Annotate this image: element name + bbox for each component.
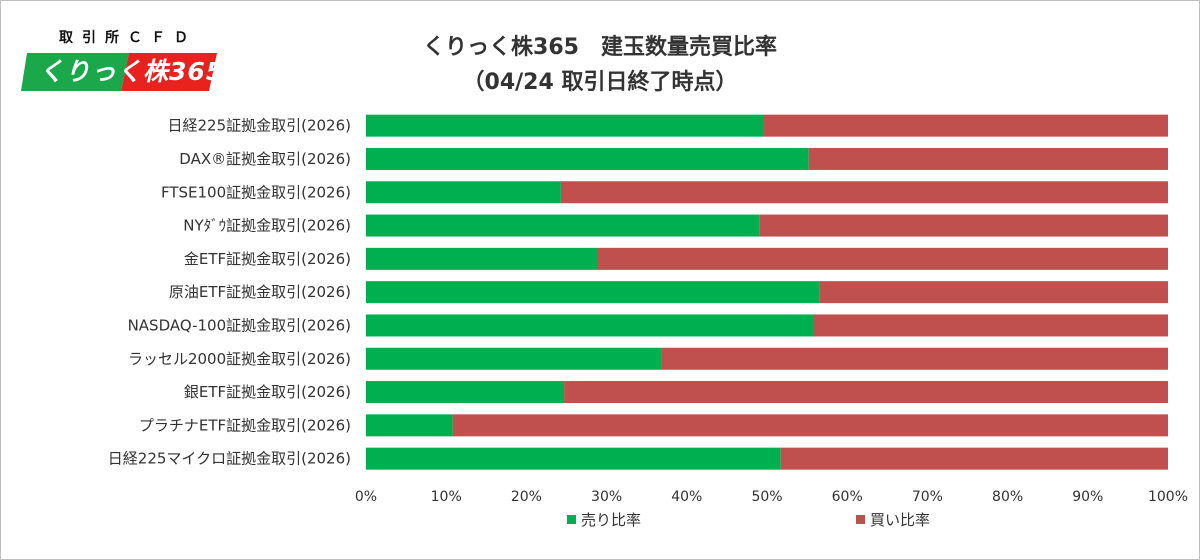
x-tick-label: 20%: [511, 489, 542, 505]
category-label: NASDAQ-100証拠金取引(2026): [128, 316, 351, 334]
bar-segment-buy: [560, 181, 1168, 204]
category-label: プラチナETF証拠金取引(2026): [139, 416, 351, 434]
category-label: 銀ETF証拠金取引(2026): [184, 383, 351, 401]
x-tick-label: 50%: [751, 489, 782, 505]
logo-wordmark: くりっく株365: [39, 52, 224, 88]
value-axis-ticks: 0% 10% 20% 30% 40% 50% 60% 70% 80% 90% 100%: [355, 489, 1188, 505]
bar-segment-sell: [366, 114, 763, 137]
bar-segment-sell: [366, 247, 597, 270]
chart-subtitle: （04/24 取引日終了時点）: [462, 70, 738, 95]
click-kabu-365-logo: 取引所ＣＦＤ くりっく株365: [21, 21, 224, 101]
x-tick-label: 0%: [355, 489, 377, 505]
category-axis-labels: 日経225証拠金取引(2026) DAX®証拠金取引(2026) FTSE100証拠…: [108, 117, 351, 468]
category-label: DAX®証拠金取引(2026): [179, 150, 351, 168]
x-tick-label: 10%: [431, 489, 462, 505]
bar-segment-buy: [759, 214, 1168, 237]
category-label: NYﾀﾞｳ証拠金取引(2026): [183, 217, 351, 235]
legend: 売り比率 買い比率: [567, 511, 930, 529]
bar-segment-sell: [366, 381, 565, 404]
bar-segment-sell: [366, 447, 781, 470]
bar-segment-sell: [366, 214, 760, 237]
logo-kana: くりっく: [39, 57, 144, 86]
bar-segment-sell: [366, 347, 662, 370]
logo-caption: 取引所ＣＦＤ: [59, 30, 197, 46]
legend-label: 買い比率: [870, 511, 930, 529]
bar-segment-buy: [661, 347, 1168, 370]
category-label: 原油ETF証拠金取引(2026): [169, 283, 351, 301]
bar-segment-buy: [808, 147, 1168, 170]
category-label: 金ETF証拠金取引(2026): [184, 250, 351, 268]
logo-banner: [21, 53, 217, 91]
bar-segment-buy: [452, 414, 1168, 437]
x-tick-label: 70%: [912, 489, 943, 505]
category-label: 日経225マイクロ証拠金取引(2026): [108, 450, 351, 468]
bar-segment-sell: [366, 281, 820, 304]
bar-segment-sell: [366, 147, 809, 170]
logo-red-block: [121, 53, 217, 91]
chart-title: くりっく株365 建玉数量売買比率: [423, 35, 777, 60]
bar-segment-buy: [780, 447, 1168, 470]
legend-swatch: [567, 515, 576, 524]
logo-green-block: [21, 53, 129, 91]
bar-segment-sell: [366, 181, 561, 204]
category-label: 日経225証拠金取引(2026): [167, 117, 351, 135]
x-tick-label: 90%: [1072, 489, 1103, 505]
logo-number: 365: [169, 57, 225, 86]
x-tick-label: 80%: [992, 489, 1023, 505]
legend-swatch: [856, 515, 865, 524]
x-tick-label: 100%: [1148, 489, 1188, 505]
bar-segment-buy: [596, 247, 1168, 270]
bar-segment-sell: [366, 314, 814, 337]
legend-label: 売り比率: [581, 511, 641, 529]
category-label: ラッセル2000証拠金取引(2026): [128, 350, 351, 368]
plot-area: [366, 114, 1168, 470]
bar-segment-sell: [366, 414, 453, 437]
x-tick-label: 60%: [832, 489, 863, 505]
x-tick-label: 30%: [591, 489, 622, 505]
logo-kanji: 株: [143, 57, 170, 86]
bar-segment-buy: [762, 114, 1168, 137]
bar-segment-buy: [813, 314, 1168, 337]
bar-segment-buy: [819, 281, 1168, 304]
bar-segment-buy: [564, 381, 1168, 404]
category-label: FTSE100証拠金取引(2026): [161, 183, 351, 201]
x-tick-label: 40%: [671, 489, 702, 505]
